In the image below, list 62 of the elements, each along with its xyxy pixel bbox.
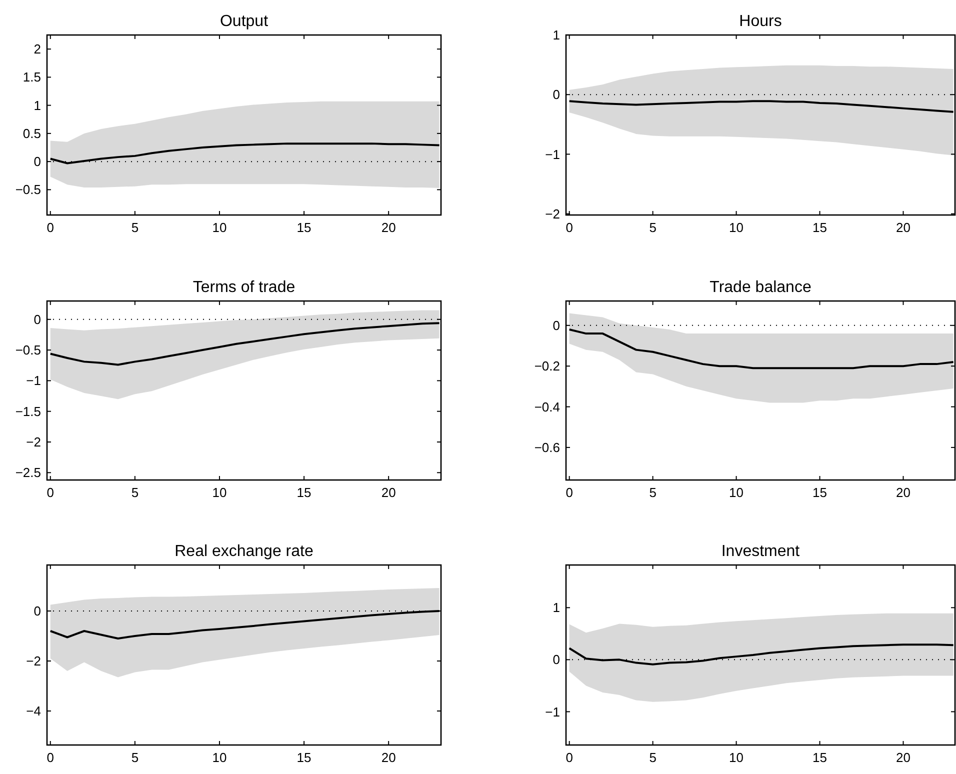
y-tick-label: 0: [552, 318, 560, 333]
x-tick-label: 10: [729, 750, 744, 765]
x-tick-label: 5: [649, 485, 656, 500]
x-tick-label: 20: [381, 750, 396, 765]
y-tick-label: −2: [26, 654, 41, 669]
chart-title: Hours: [739, 13, 782, 30]
x-tick-label: 10: [729, 485, 744, 500]
y-tick-label: 1: [552, 600, 560, 616]
y-tick-label: −0.5: [15, 182, 41, 198]
y-tick-label: −1: [545, 704, 560, 720]
y-tick-label: −1: [26, 373, 41, 388]
x-tick-label: 5: [649, 220, 656, 235]
y-tick-label: 0: [552, 652, 560, 668]
x-tick-label: 10: [729, 220, 744, 235]
y-tick-label: −0.4: [534, 399, 560, 414]
x-tick-label: 20: [896, 485, 910, 500]
x-tick-label: 20: [381, 220, 396, 235]
y-tick-label: −0.5: [15, 342, 41, 358]
y-tick-label: 0: [34, 312, 41, 327]
x-tick-label: 10: [212, 220, 227, 235]
y-tick-label: 0.5: [22, 126, 41, 141]
x-tick-label: 0: [566, 220, 573, 235]
y-tick-label: −0.2: [534, 358, 560, 374]
x-tick-label: 15: [296, 220, 312, 235]
y-tick-label: 1: [552, 28, 560, 43]
x-tick-label: 5: [131, 485, 139, 500]
x-tick-label: 5: [131, 750, 139, 765]
y-tick-label: 0: [34, 154, 41, 170]
y-tick-label: −4: [26, 704, 41, 719]
chart-title: Trade balance: [710, 279, 812, 296]
x-tick-label: 10: [212, 750, 227, 765]
x-tick-label: 10: [212, 485, 227, 500]
x-tick-label: 0: [566, 485, 573, 500]
y-tick-label: 0: [552, 87, 560, 102]
chart-title: Real exchange rate: [174, 543, 314, 560]
x-tick-label: 15: [296, 750, 312, 765]
chart-title: Terms of trade: [192, 279, 296, 296]
x-tick-label: 15: [812, 220, 828, 235]
y-tick-label: 0: [34, 604, 41, 619]
y-tick-label: −0.6: [534, 440, 560, 456]
x-tick-label: 20: [896, 220, 910, 235]
x-tick-label: 0: [46, 750, 54, 765]
chart-title: Investment: [721, 543, 800, 560]
chart-title: Output: [220, 13, 269, 30]
x-tick-label: 15: [812, 485, 828, 500]
y-tick-label: 2: [34, 42, 41, 57]
y-tick-label: −1: [545, 146, 560, 162]
y-tick-label: −2.5: [15, 465, 41, 480]
y-tick-label: −1.5: [15, 404, 41, 419]
y-tick-label: 1: [34, 98, 41, 113]
x-tick-label: 15: [812, 750, 828, 765]
y-tick-label: 1.5: [22, 70, 41, 85]
x-tick-label: 20: [896, 750, 910, 765]
y-tick-label: −2: [26, 434, 41, 450]
x-tick-label: 5: [131, 220, 139, 235]
x-tick-label: 0: [46, 485, 54, 500]
x-tick-label: 20: [381, 485, 396, 500]
x-tick-label: 0: [566, 750, 573, 765]
x-tick-label: 5: [649, 750, 656, 765]
x-tick-label: 15: [296, 485, 312, 500]
y-tick-label: −2: [545, 206, 560, 222]
x-tick-label: 0: [46, 220, 54, 235]
